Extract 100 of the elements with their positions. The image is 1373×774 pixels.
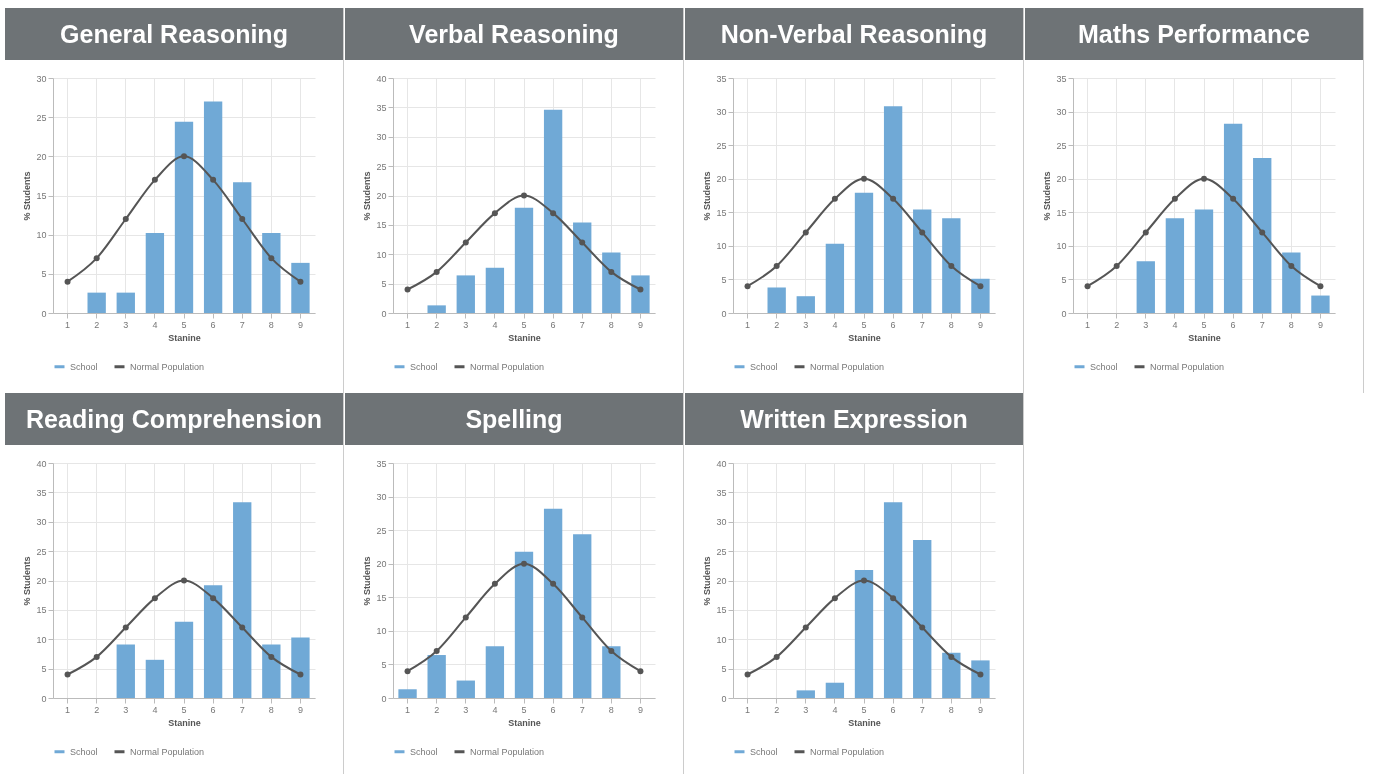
point [861, 577, 867, 584]
bar [485, 267, 505, 313]
point [1230, 195, 1237, 202]
point [93, 255, 100, 262]
point [521, 560, 527, 567]
point [239, 216, 246, 222]
y-axis-title: % Students [702, 556, 713, 606]
y-tick-label: 30 [716, 107, 727, 118]
point [151, 176, 158, 183]
y-tick-label: 30 [716, 517, 727, 528]
y-tick-label: 35 [716, 73, 727, 84]
point [1317, 283, 1324, 290]
legend-label: School [410, 361, 438, 372]
bar [262, 644, 281, 698]
y-tick-label: 0 [41, 308, 47, 319]
y-tick-label: 35 [376, 458, 387, 469]
x-tick-label: 3 [463, 704, 469, 715]
x-tick-label: 7 [919, 319, 925, 330]
legend-label: School [410, 746, 438, 757]
y-axis-title: % Students [362, 171, 373, 221]
bar [456, 680, 475, 698]
y-tick-label: 20 [1056, 174, 1067, 185]
bar [514, 207, 534, 313]
x-axis-title: Stanine [848, 332, 881, 343]
y-tick-label: 10 [36, 230, 47, 241]
point [802, 229, 809, 236]
x-tick-label: 4 [832, 704, 838, 715]
y-tick-label: 15 [376, 220, 387, 231]
bar [1194, 209, 1214, 313]
x-tick-label: 7 [579, 704, 585, 715]
x-tick-label: 4 [152, 704, 158, 715]
point [122, 216, 129, 222]
point [919, 624, 926, 631]
bar [427, 305, 446, 313]
bar [456, 275, 475, 313]
y-tick-label: 30 [36, 517, 47, 528]
point [550, 210, 557, 217]
bar [1223, 123, 1243, 313]
x-tick-label: 9 [977, 704, 983, 715]
point [239, 624, 246, 631]
bar [602, 646, 621, 698]
y-tick-label: 30 [1056, 107, 1067, 118]
point [1259, 229, 1266, 236]
y-tick-label: 15 [36, 605, 47, 616]
bar [485, 646, 505, 698]
x-tick-label: 9 [637, 319, 643, 330]
y-tick-label: 25 [716, 140, 727, 151]
x-axis-title: Stanine [1188, 332, 1221, 343]
bar [1253, 157, 1272, 313]
x-tick-label: 3 [123, 319, 129, 330]
x-tick-label: 7 [239, 704, 245, 715]
point [831, 595, 838, 602]
point [948, 263, 955, 269]
point [433, 648, 440, 654]
x-tick-label: 3 [463, 319, 469, 330]
y-axis-title: % Students [22, 171, 33, 221]
x-tick-label: 1 [65, 319, 71, 330]
bar [796, 690, 815, 698]
x-axis-title: Stanine [848, 717, 881, 728]
point [210, 595, 217, 602]
point [608, 268, 615, 275]
point [608, 648, 615, 654]
x-tick-label: 5 [521, 319, 527, 330]
y-tick-label: 20 [36, 576, 47, 586]
point [773, 653, 780, 660]
bar [116, 292, 135, 313]
point [861, 175, 867, 182]
x-tick-label: 4 [832, 319, 838, 330]
chart-title: Maths Performance [1025, 8, 1363, 61]
bar [427, 655, 446, 698]
point [268, 653, 275, 660]
bar [796, 296, 815, 313]
y-tick-label: 15 [1056, 207, 1067, 218]
bar [174, 621, 194, 698]
x-axis-title: Stanine [508, 332, 541, 343]
point [744, 671, 751, 678]
bar [262, 233, 281, 313]
point [637, 668, 644, 675]
point [773, 263, 780, 269]
bar [543, 508, 563, 698]
bar [543, 109, 563, 313]
x-tick-label: 9 [637, 704, 643, 715]
legend-label: Normal Population [470, 361, 545, 372]
x-tick-label: 3 [1143, 319, 1149, 330]
x-tick-label: 7 [1259, 319, 1265, 330]
x-axis-title: Stanine [508, 717, 541, 728]
y-tick-label: 0 [721, 308, 727, 319]
legend-label: Normal Population [810, 361, 885, 372]
bar [145, 233, 165, 313]
y-tick-label: 5 [721, 274, 727, 285]
y-tick-label: 40 [716, 458, 727, 469]
bar [233, 502, 252, 698]
y-tick-label: 25 [716, 546, 727, 557]
x-tick-label: 6 [550, 319, 556, 330]
x-tick-label: 4 [492, 319, 498, 330]
x-tick-label: 3 [123, 704, 129, 715]
point [268, 255, 275, 262]
x-tick-label: 5 [861, 704, 867, 715]
x-tick-label: 2 [434, 319, 440, 330]
x-tick-label: 6 [1230, 319, 1236, 330]
